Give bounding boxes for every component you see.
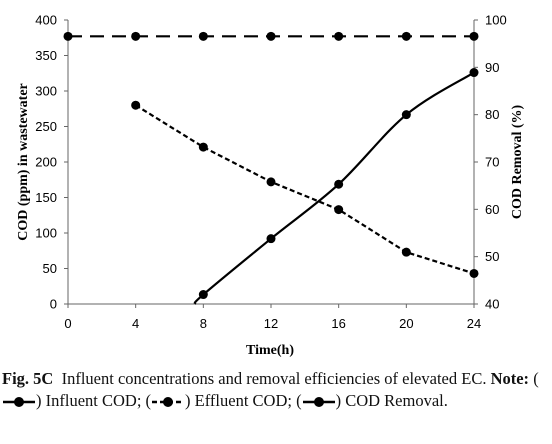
series-line-3: [193, 71, 475, 305]
series-2-point: [266, 177, 276, 187]
series-2-point: [131, 100, 141, 110]
series-layer: [63, 31, 479, 305]
legend-item-3: COD Removal.: [345, 391, 448, 410]
x-tick-label: 0: [64, 316, 71, 331]
y2-tick-label: 40: [485, 297, 499, 312]
caption-text: Influent concentrations and removal effi…: [61, 369, 487, 388]
series-1-point: [131, 31, 141, 41]
series-1-point: [401, 31, 411, 41]
y2-tick-label: 60: [485, 202, 499, 217]
y2-tick-label: 100: [485, 13, 507, 28]
series-1-point: [63, 31, 73, 41]
x-tick-label: 20: [399, 316, 413, 331]
x-axis-title: Time(h): [246, 343, 294, 358]
axes: 0 4 8 12 16 20 24 0 50 100 150 200 250 300 350 400 40 50 6…: [35, 13, 506, 332]
x-tick-label: 24: [467, 316, 481, 331]
series-2-point: [198, 142, 208, 152]
caption-label: Fig. 5C: [2, 369, 54, 388]
chart: 0 4 8 12 16 20 24 0 50 100 150 200 250 300 350 400 40 50 6…: [16, 13, 525, 359]
y-tick-label: 150: [35, 190, 57, 205]
y-tick-label: 0: [50, 297, 57, 312]
y-tick-label: 100: [35, 226, 57, 241]
series-3-point: [198, 290, 208, 300]
y-tick-label: 300: [35, 84, 57, 99]
y-tick-label: 50: [43, 261, 57, 276]
y-tick-label: 400: [35, 13, 57, 28]
caption-note-label: Note:: [490, 369, 530, 388]
series-1-point: [198, 31, 208, 41]
y2-axis-title: COD Removal (%): [510, 105, 525, 220]
series-line-2: [135, 104, 475, 275]
series-3-point: [401, 110, 411, 120]
series-3-point: [334, 179, 344, 189]
series-2-point: [469, 268, 479, 278]
figure-caption: Fig. 5C Influent concentrations and remo…: [2, 369, 539, 410]
series-2-point: [401, 247, 411, 257]
x-tick-label: 4: [132, 316, 139, 331]
series-3-point: [266, 234, 276, 244]
series-1-point: [266, 31, 276, 41]
y-tick-label: 200: [35, 155, 57, 170]
legend-item-2: Effluent COD;: [194, 391, 292, 410]
y-tick-label: 350: [35, 48, 57, 63]
legend-dashed-line-icon: [152, 397, 185, 408]
series-1-point: [469, 31, 479, 41]
legend-item-1: Influent COD;: [45, 391, 142, 410]
x-tick-label: 16: [331, 316, 345, 331]
y-tick-label: 250: [35, 119, 57, 134]
y-axis-title: COD (ppm) in wastewater: [16, 83, 31, 240]
y2-tick-label: 70: [485, 155, 499, 170]
y2-tick-label: 90: [485, 60, 499, 75]
y2-tick-label: 80: [485, 107, 499, 122]
legend-solid-line-icon-2: [302, 397, 335, 408]
x-tick-label: 8: [200, 316, 207, 331]
x-tick-label: 12: [264, 316, 278, 331]
y2-tick-label: 50: [485, 249, 499, 264]
series-3-point: [469, 68, 479, 78]
series-2-point: [334, 205, 344, 215]
series-1-point: [334, 31, 344, 41]
legend-solid-line-icon: [3, 397, 35, 408]
